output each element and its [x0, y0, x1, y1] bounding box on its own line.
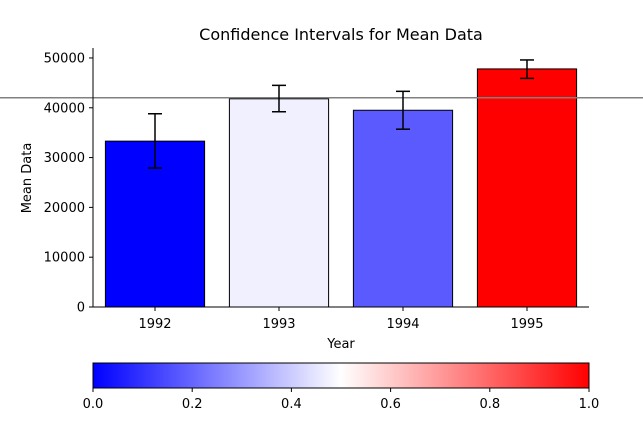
chart-title: Confidence Intervals for Mean Data: [199, 25, 483, 44]
colorbar-tick-label-2: 0.4: [281, 397, 302, 412]
colorbar-bar: [92, 362, 590, 389]
colorbar-tick-label-1: 0.2: [182, 397, 203, 412]
x-tick-label-1992: 1992: [138, 317, 171, 332]
bar-1994: [352, 109, 454, 308]
bar-1993: [228, 98, 330, 308]
x-tick-label-1994: 1994: [386, 317, 419, 332]
colorbar-tick-label-4: 0.8: [479, 397, 500, 412]
y-tick-label-40000: 40000: [44, 101, 85, 116]
colorbar: 0.0 0.2 0.4 0.6 0.8 1.0: [83, 362, 600, 412]
y-tick-label-20000: 20000: [44, 201, 85, 216]
colorbar-tick-label-3: 0.6: [380, 397, 401, 412]
bars-layer: [104, 68, 578, 308]
x-axis-label: Year: [326, 337, 355, 352]
y-tick-label-10000: 10000: [44, 251, 85, 266]
y-tick-label-30000: 30000: [44, 151, 85, 166]
y-tick-label-50000: 50000: [44, 51, 85, 66]
x-tick-label-1993: 1993: [262, 317, 295, 332]
y-axis-label: Mean Data: [20, 143, 35, 214]
error-bars-layer: [148, 59, 534, 169]
y-tick-label-0: 0: [77, 301, 85, 316]
colorbar-tick-label-5: 1.0: [579, 397, 600, 412]
x-tick-label-1995: 1995: [510, 317, 543, 332]
axes-layer: 1992 1993 1994 1995 0 10000 20000 30000 40000 500…: [44, 48, 589, 332]
colorbar-tick-label-0: 0.0: [83, 397, 104, 412]
bar-1995: [476, 68, 578, 308]
